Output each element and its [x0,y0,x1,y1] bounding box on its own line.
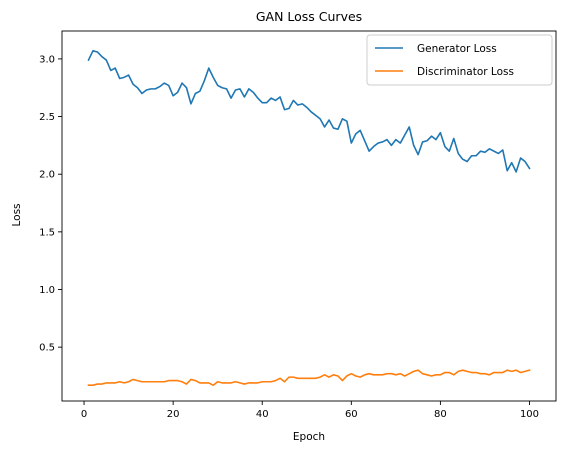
legend-label-discriminator: Discriminator Loss [417,66,514,78]
series-line-generator-loss [87,50,531,173]
plot-area: 0 20 40 60 80 100 0.5 1.0 1.5 2.0 2.5 3.0 [39,30,557,420]
legend: Generator Loss Discriminator Loss [366,34,553,86]
x-tick-label: 40 [256,409,269,420]
y-tick-label: 2.5 [39,112,55,123]
x-tick-label: 80 [434,409,447,420]
x-tick-label: 100 [520,409,539,420]
legend-box [366,34,553,86]
legend-label-generator: Generator Loss [417,43,497,55]
axes-frame [61,30,557,402]
y-tick-label: 1.0 [39,285,55,296]
x-tick-label: 0 [81,409,87,420]
x-tick-label: 20 [167,409,180,420]
y-tick-label: 3.0 [39,54,55,65]
y-tick-label: 1.5 [39,227,55,238]
x-tick-label: 60 [345,409,358,420]
chart-title: GAN Loss Curves [256,9,362,24]
series-line-discriminator-loss [87,369,531,387]
y-tick-label: 2.0 [39,170,55,181]
x-axis-label: Epoch [293,431,325,443]
y-tick-label: 0.5 [39,343,55,354]
y-axis-label: Loss [11,203,23,226]
